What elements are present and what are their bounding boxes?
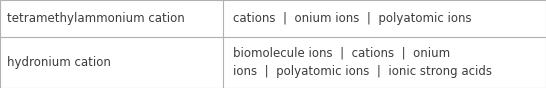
Text: biomolecule ions  |  cations  |  onium
ions  |  polyatomic ions  |  ionic strong: biomolecule ions | cations | onium ions … — [233, 47, 491, 78]
Text: hydronium cation: hydronium cation — [7, 56, 110, 69]
Text: cations  |  onium ions  |  polyatomic ions: cations | onium ions | polyatomic ions — [233, 12, 471, 25]
Text: tetramethylammonium cation: tetramethylammonium cation — [7, 12, 185, 25]
